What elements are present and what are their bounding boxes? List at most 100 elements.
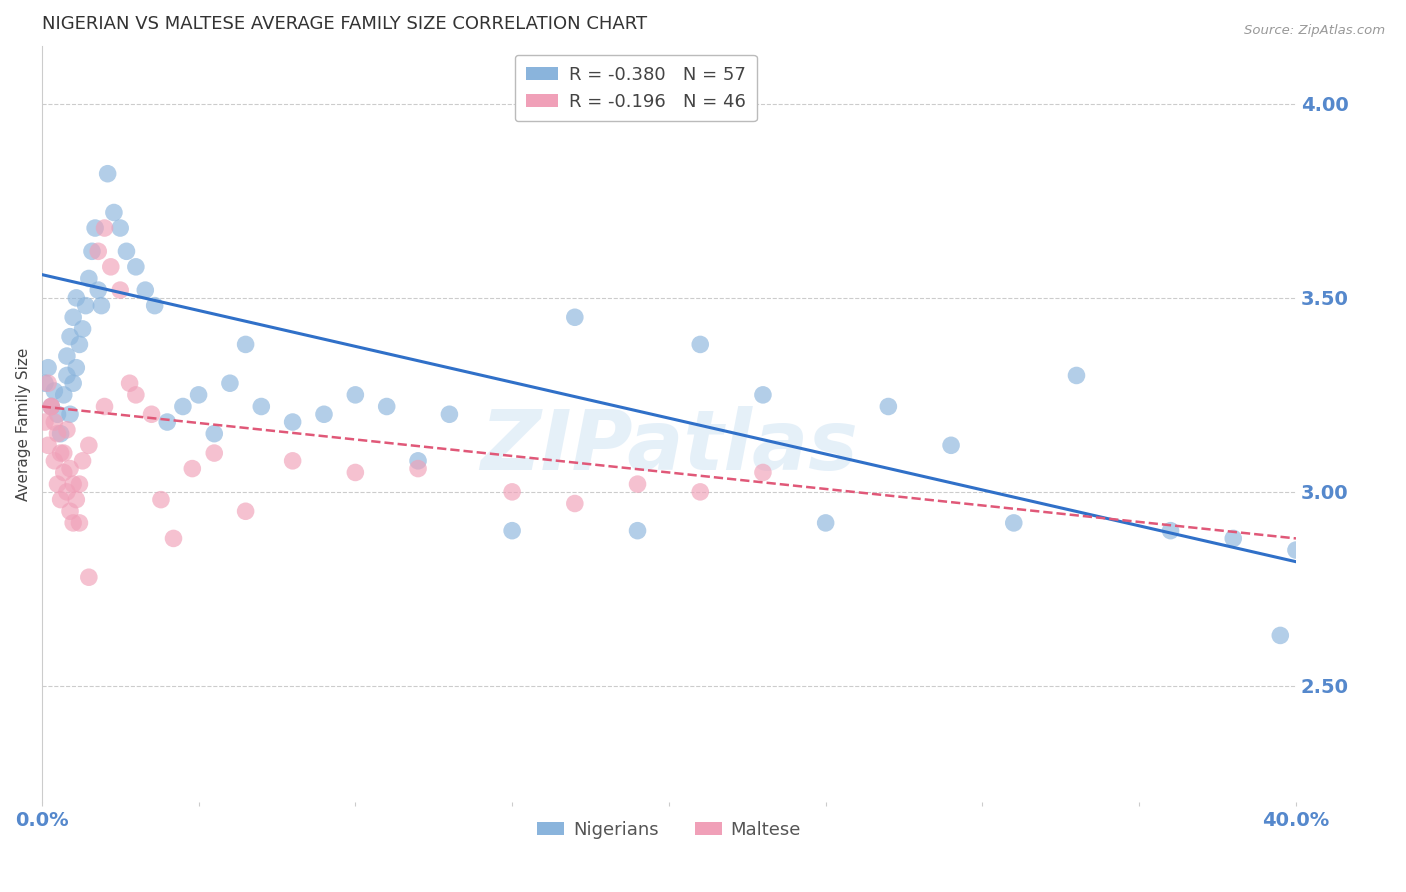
- Point: [814, 516, 837, 530]
- Point: [37, 376, 59, 391]
- Point: [59, 329, 82, 343]
- Point: [156, 415, 179, 429]
- Point: [44, 454, 66, 468]
- Point: [439, 407, 461, 421]
- Point: [1002, 516, 1025, 530]
- Point: [93, 221, 115, 235]
- Point: [108, 283, 131, 297]
- Point: [1066, 368, 1088, 383]
- Legend: Nigerians, Maltese: Nigerians, Maltese: [530, 814, 808, 847]
- Point: [90, 299, 112, 313]
- Point: [134, 283, 156, 297]
- Point: [689, 337, 711, 351]
- Point: [100, 260, 122, 274]
- Point: [46, 407, 69, 421]
- Point: [37, 438, 59, 452]
- Point: [375, 400, 398, 414]
- Point: [141, 407, 163, 421]
- Point: [501, 484, 523, 499]
- Point: [1160, 524, 1182, 538]
- Point: [939, 438, 962, 452]
- Point: [344, 466, 367, 480]
- Point: [125, 388, 148, 402]
- Point: [56, 349, 79, 363]
- Point: [59, 504, 82, 518]
- Point: [87, 283, 110, 297]
- Point: [162, 532, 184, 546]
- Point: [62, 310, 84, 325]
- Point: [312, 407, 335, 421]
- Point: [344, 388, 367, 402]
- Point: [84, 221, 107, 235]
- Point: [52, 446, 75, 460]
- Point: [77, 570, 100, 584]
- Point: [181, 461, 204, 475]
- Text: NIGERIAN VS MALTESE AVERAGE FAMILY SIZE CORRELATION CHART: NIGERIAN VS MALTESE AVERAGE FAMILY SIZE …: [42, 15, 647, 33]
- Point: [62, 516, 84, 530]
- Point: [44, 415, 66, 429]
- Point: [235, 504, 257, 518]
- Point: [80, 244, 103, 259]
- Point: [39, 400, 62, 414]
- Point: [44, 384, 66, 398]
- Point: [877, 400, 900, 414]
- Point: [67, 337, 90, 351]
- Point: [65, 360, 87, 375]
- Point: [219, 376, 242, 391]
- Point: [59, 461, 82, 475]
- Point: [37, 360, 59, 375]
- Point: [39, 400, 62, 414]
- Point: [143, 299, 166, 313]
- Point: [115, 244, 138, 259]
- Point: [1285, 543, 1308, 558]
- Point: [56, 423, 79, 437]
- Point: [49, 446, 72, 460]
- Point: [501, 524, 523, 538]
- Point: [118, 376, 141, 391]
- Point: [235, 337, 257, 351]
- Point: [59, 407, 82, 421]
- Point: [1222, 532, 1244, 546]
- Point: [34, 415, 56, 429]
- Point: [1270, 628, 1292, 642]
- Point: [62, 477, 84, 491]
- Point: [250, 400, 273, 414]
- Point: [87, 244, 110, 259]
- Point: [56, 484, 79, 499]
- Point: [187, 388, 209, 402]
- Point: [125, 260, 148, 274]
- Point: [65, 291, 87, 305]
- Point: [202, 446, 225, 460]
- Point: [149, 492, 172, 507]
- Point: [62, 376, 84, 391]
- Point: [77, 271, 100, 285]
- Point: [77, 438, 100, 452]
- Point: [67, 516, 90, 530]
- Point: [108, 221, 131, 235]
- Point: [564, 496, 586, 510]
- Point: [281, 415, 304, 429]
- Point: [406, 454, 429, 468]
- Y-axis label: Average Family Size: Average Family Size: [17, 347, 31, 500]
- Point: [39, 400, 62, 414]
- Point: [65, 492, 87, 507]
- Point: [752, 388, 775, 402]
- Point: [67, 477, 90, 491]
- Point: [626, 524, 648, 538]
- Point: [56, 368, 79, 383]
- Point: [97, 167, 120, 181]
- Point: [75, 299, 97, 313]
- Point: [172, 400, 194, 414]
- Point: [689, 484, 711, 499]
- Text: Source: ZipAtlas.com: Source: ZipAtlas.com: [1244, 24, 1385, 37]
- Point: [564, 310, 586, 325]
- Point: [52, 388, 75, 402]
- Point: [49, 492, 72, 507]
- Point: [626, 477, 648, 491]
- Point: [752, 466, 775, 480]
- Point: [103, 205, 125, 219]
- Point: [72, 322, 94, 336]
- Text: ZIPatlas: ZIPatlas: [479, 406, 858, 487]
- Point: [281, 454, 304, 468]
- Point: [46, 477, 69, 491]
